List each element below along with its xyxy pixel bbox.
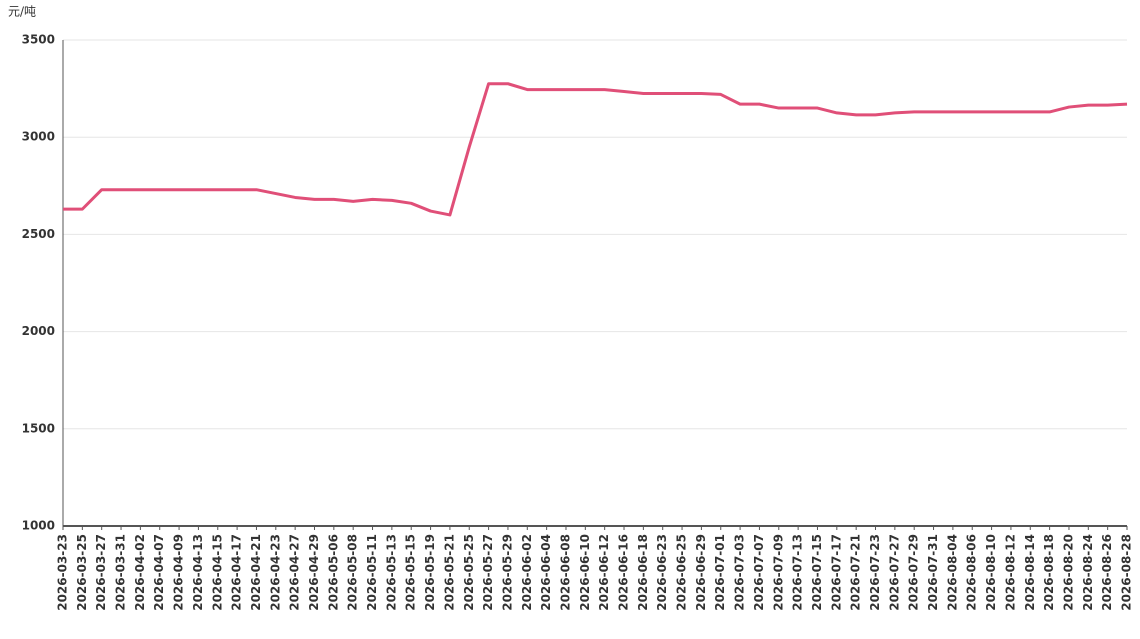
x-tick-label: 2026-08-14 xyxy=(1023,534,1037,611)
x-tick-label: 2026-07-09 xyxy=(771,534,785,611)
x-tick-label: 2026-04-29 xyxy=(307,534,321,611)
x-tick-label: 2026-06-12 xyxy=(597,534,611,611)
x-tick-label: 2026-08-20 xyxy=(1061,534,1075,611)
x-tick-label: 2026-07-21 xyxy=(849,534,863,611)
x-tick-label: 2026-06-02 xyxy=(520,534,534,611)
x-tick-label: 2026-04-15 xyxy=(210,534,224,611)
x-tick-label: 2026-08-10 xyxy=(984,534,998,611)
x-tick-label: 2026-04-17 xyxy=(230,534,244,611)
x-tick-label: 2026-07-01 xyxy=(713,534,727,611)
x-tick-label: 2026-06-10 xyxy=(578,534,592,611)
y-tick-label: 3000 xyxy=(22,130,55,144)
x-tick-label: 2026-04-27 xyxy=(288,534,302,611)
x-tick-label: 2026-05-06 xyxy=(326,534,340,611)
x-tick-label: 2026-08-12 xyxy=(1003,534,1017,611)
y-axis-unit: 元/吨 xyxy=(8,5,36,19)
x-tick-label: 2026-06-16 xyxy=(617,534,631,611)
x-tick-label: 2026-04-13 xyxy=(191,534,205,611)
x-tick-label: 2026-04-09 xyxy=(172,534,186,611)
x-tick-label: 2026-04-07 xyxy=(152,534,166,611)
x-tick-label: 2026-08-18 xyxy=(1042,534,1056,611)
x-tick-label: 2026-04-21 xyxy=(249,534,263,611)
x-tick-label: 2026-08-26 xyxy=(1100,534,1114,611)
x-tick-label: 2026-05-29 xyxy=(500,534,514,611)
x-tick-label: 2026-06-29 xyxy=(694,534,708,611)
y-tick-label: 1500 xyxy=(22,421,55,435)
x-tick-label: 2026-05-27 xyxy=(481,534,495,611)
x-tick-label: 2026-06-25 xyxy=(675,534,689,611)
x-tick-label: 2026-03-27 xyxy=(94,534,108,611)
x-tick-label: 2026-07-31 xyxy=(926,534,940,611)
x-tick-label: 2026-08-24 xyxy=(1081,534,1095,611)
x-tick-label: 2026-07-15 xyxy=(810,534,824,611)
x-tick-label: 2026-08-28 xyxy=(1120,534,1134,611)
x-tick-label: 2026-05-08 xyxy=(346,534,360,611)
y-tick-label: 1000 xyxy=(22,519,55,533)
x-tick-label: 2026-07-07 xyxy=(752,534,766,611)
y-tick-label: 3500 xyxy=(22,33,55,47)
x-tick-label: 2026-05-19 xyxy=(423,534,437,611)
x-tick-label: 2026-06-23 xyxy=(655,534,669,611)
line xyxy=(63,82,1128,217)
x-tick-label: 2026-05-13 xyxy=(384,534,398,611)
x-tick-label: 2026-04-02 xyxy=(133,534,147,611)
x-tick-label: 2026-05-11 xyxy=(365,534,379,611)
x-tick-label: 2026-05-15 xyxy=(404,534,418,611)
x-tick-label: 2026-05-21 xyxy=(442,534,456,611)
x-tick-label: 2026-07-23 xyxy=(868,534,882,611)
x-tick-label: 2026-07-29 xyxy=(907,534,921,611)
x-tick-label: 2026-06-04 xyxy=(539,534,553,611)
y-tick-label: 2000 xyxy=(22,324,55,338)
y-tick-label: 2500 xyxy=(22,227,55,241)
x-tick-label: 2026-07-03 xyxy=(733,534,747,611)
x-tick-label: 2026-04-23 xyxy=(268,534,282,611)
x-tick-label: 2026-07-17 xyxy=(829,534,843,611)
x-tick-label: 2026-05-25 xyxy=(462,534,476,611)
x-tick-label: 2026-06-18 xyxy=(636,534,650,611)
x-tick-label: 2026-08-04 xyxy=(945,534,959,611)
x-tick-label: 2026-03-23 xyxy=(56,534,70,611)
x-tick-label: 2026-07-27 xyxy=(887,534,901,611)
x-tick-label: 2026-03-31 xyxy=(114,534,128,611)
x-tick-label: 2026-08-06 xyxy=(965,534,979,611)
x-tick-label: 2026-06-08 xyxy=(558,534,572,611)
x-tick-label: 2026-03-25 xyxy=(75,534,89,611)
x-tick-label: 2026-07-13 xyxy=(791,534,805,611)
